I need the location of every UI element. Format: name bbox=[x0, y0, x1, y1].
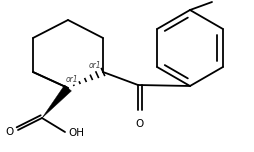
Text: or1: or1 bbox=[89, 60, 101, 69]
Text: O: O bbox=[6, 127, 14, 137]
Text: O: O bbox=[135, 119, 143, 129]
Text: OH: OH bbox=[68, 128, 84, 138]
Text: or1: or1 bbox=[66, 76, 78, 85]
Polygon shape bbox=[42, 85, 71, 118]
